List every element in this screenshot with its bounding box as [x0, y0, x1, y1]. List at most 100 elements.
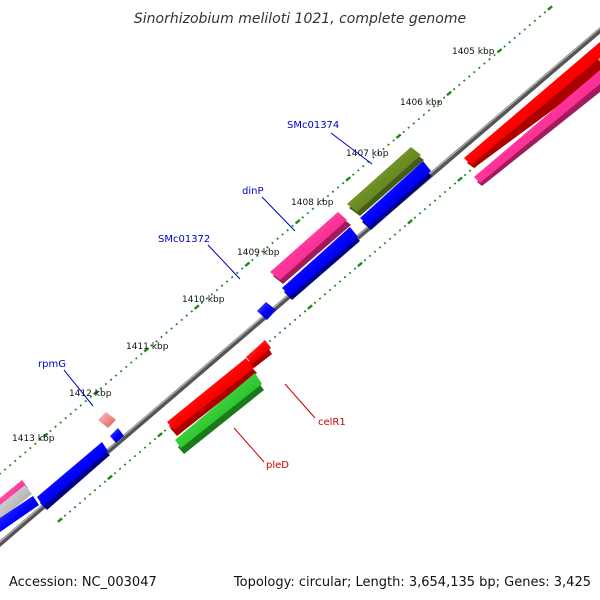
- scale-dot: [24, 451, 27, 454]
- feature-pled[interactable]: [175, 373, 264, 454]
- scale-dot: [235, 271, 239, 275]
- scale-dot: [3, 468, 7, 471]
- feature-blue-1408[interactable]: [282, 227, 360, 300]
- tick-label: 1407 kbp: [346, 149, 389, 159]
- scale-dot: [138, 450, 142, 454]
- scale-dot: [468, 75, 471, 78]
- scale-dot: [103, 480, 107, 483]
- scale-dot: [422, 113, 426, 117]
- scale-dot: [283, 327, 287, 330]
- feature-blue-1410[interactable]: [257, 302, 276, 320]
- scale-dot: [333, 284, 337, 287]
- feature-rpmg[interactable]: [98, 412, 116, 428]
- scale-dot: [301, 216, 305, 219]
- scale-tick: [547, 5, 553, 11]
- scale-dot: [118, 467, 122, 471]
- scale-dot: [293, 318, 297, 322]
- feature-smc01374[interactable]: [347, 147, 424, 216]
- scale-dot: [313, 301, 317, 305]
- scale-dot: [165, 331, 168, 335]
- scale-dot: [276, 237, 279, 241]
- scale-dot: [427, 109, 431, 112]
- scale-dot: [175, 322, 178, 326]
- scale-dot: [323, 293, 327, 296]
- scale-dot: [372, 156, 375, 159]
- scale-dot: [220, 284, 224, 288]
- scale-dot: [442, 96, 446, 100]
- scale-dot: [160, 335, 163, 339]
- feature-celr1[interactable]: [246, 340, 272, 368]
- scale-dot: [256, 254, 259, 258]
- scale-tick: [42, 432, 49, 438]
- scale-dot: [437, 100, 441, 104]
- scale-dot: [286, 228, 289, 232]
- scale-dot: [463, 173, 467, 177]
- scale-dot: [49, 429, 52, 433]
- scale-dot: [281, 233, 284, 236]
- scale-dot: [54, 425, 57, 429]
- feature-red-1411[interactable]: [167, 358, 257, 436]
- scale-dot: [523, 28, 527, 31]
- scale-dot: [225, 280, 229, 283]
- tick-label: 1406 kbp: [400, 98, 443, 108]
- outer-scale-dots: [0, 5, 553, 475]
- scale-dot: [538, 15, 542, 18]
- scale-dot: [288, 322, 292, 326]
- scale-dot: [433, 199, 437, 202]
- scale-dot: [124, 365, 128, 369]
- map-title: Sinorhizobium meliloti 1021, complete ge…: [134, 11, 466, 27]
- tick-label: 1410 kbp: [182, 295, 225, 305]
- scale-dot: [73, 505, 77, 509]
- scale-dot: [200, 301, 204, 305]
- scale-dot: [230, 275, 234, 279]
- svg-text:SMc01372: SMc01372: [158, 234, 210, 245]
- scale-dot: [488, 57, 491, 61]
- label-rpmg: rpmG: [38, 359, 94, 407]
- scale-dot: [382, 147, 385, 151]
- scale-dot: [210, 292, 214, 296]
- feature-blue-1413[interactable]: [37, 442, 110, 510]
- feature-blue-left[interactable]: [0, 496, 39, 532]
- feature-dinp[interactable]: [270, 212, 351, 284]
- feature-pink-1405[interactable]: [474, 70, 600, 186]
- feature-blue-1406[interactable]: [360, 161, 432, 230]
- scale-dot: [298, 314, 302, 317]
- scale-dot: [341, 181, 345, 185]
- scale-dot: [508, 40, 511, 44]
- scale-dot: [266, 245, 269, 249]
- scale-dot: [13, 459, 17, 463]
- scale-dot: [418, 212, 422, 215]
- scale-dot: [273, 335, 277, 339]
- scale-dot: [543, 10, 547, 14]
- scale-dot: [74, 408, 77, 411]
- scale-dot: [478, 66, 481, 70]
- feature-red-1405[interactable]: [464, 42, 600, 168]
- scale-dot: [348, 271, 352, 275]
- scale-dot: [114, 374, 118, 377]
- tick-label: 1413 kbp: [12, 434, 55, 444]
- scale-dot: [153, 437, 157, 441]
- scale-dot: [452, 87, 456, 91]
- feature-grey-left[interactable]: [0, 485, 32, 520]
- scale-tick: [143, 347, 150, 353]
- scale-dot: [528, 23, 532, 27]
- scale-dot: [109, 378, 113, 382]
- scale-dot: [143, 446, 147, 449]
- scale-dot: [453, 182, 457, 185]
- scale-dot: [438, 195, 442, 198]
- scale-dot: [84, 399, 88, 403]
- scale-dot: [377, 151, 380, 155]
- scale-dot: [291, 224, 294, 228]
- scale-dot: [338, 280, 342, 283]
- feature-blue-1412[interactable]: [110, 428, 124, 443]
- label-smc01372: SMc01372: [158, 234, 241, 280]
- scale-tick: [193, 304, 200, 310]
- scale-dot: [473, 70, 476, 74]
- scale-dot: [78, 501, 82, 505]
- svg-text:SMc01374: SMc01374: [287, 120, 339, 131]
- scale-dot: [251, 258, 254, 262]
- scale-dot: [336, 186, 340, 189]
- scale-tick: [107, 474, 113, 481]
- scale-dot: [190, 310, 194, 313]
